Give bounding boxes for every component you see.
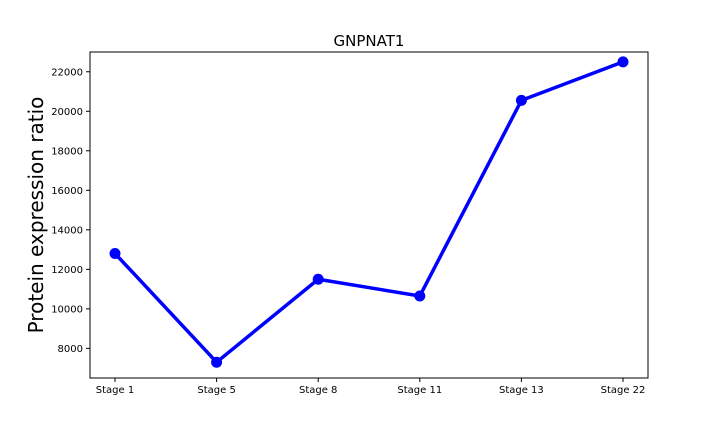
y-tick-label: 14000 [51,225,83,236]
y-axis-label: Protein expression ratio [24,97,48,334]
data-point [515,94,527,106]
y-tick-label: 20000 [51,107,83,118]
x-tick-label: Stage 5 [197,385,235,396]
x-tick-label: Stage 1 [96,385,134,396]
chart-title: GNPNAT1 [334,32,405,50]
y-tick-label: 10000 [51,304,83,315]
data-point [617,56,629,68]
y-tick-label: 8000 [58,344,83,355]
data-point [414,290,426,302]
y-axis-ticks: 8000 10000 12000 14000 16000 18000 20000 22000 [51,67,90,355]
y-tick-label: 18000 [51,146,83,157]
x-tick-label: Stage 8 [299,385,337,396]
data-point [109,248,121,260]
plot-area-frame [89,51,649,379]
y-tick-label: 12000 [51,265,83,276]
series-layer [109,56,629,368]
data-point [312,273,324,285]
x-tick-label: Stage 22 [601,385,646,396]
y-tick-label: 22000 [51,67,83,78]
series-line [113,60,624,364]
x-tick-label: Stage 13 [499,385,544,396]
x-axis-ticks: Stage 1 Stage 5 Stage 8 Stage 11 Stage 13 Sta… [96,378,646,396]
y-tick-label: 16000 [51,186,83,197]
x-tick-label: Stage 11 [397,385,442,396]
data-point [211,356,223,368]
